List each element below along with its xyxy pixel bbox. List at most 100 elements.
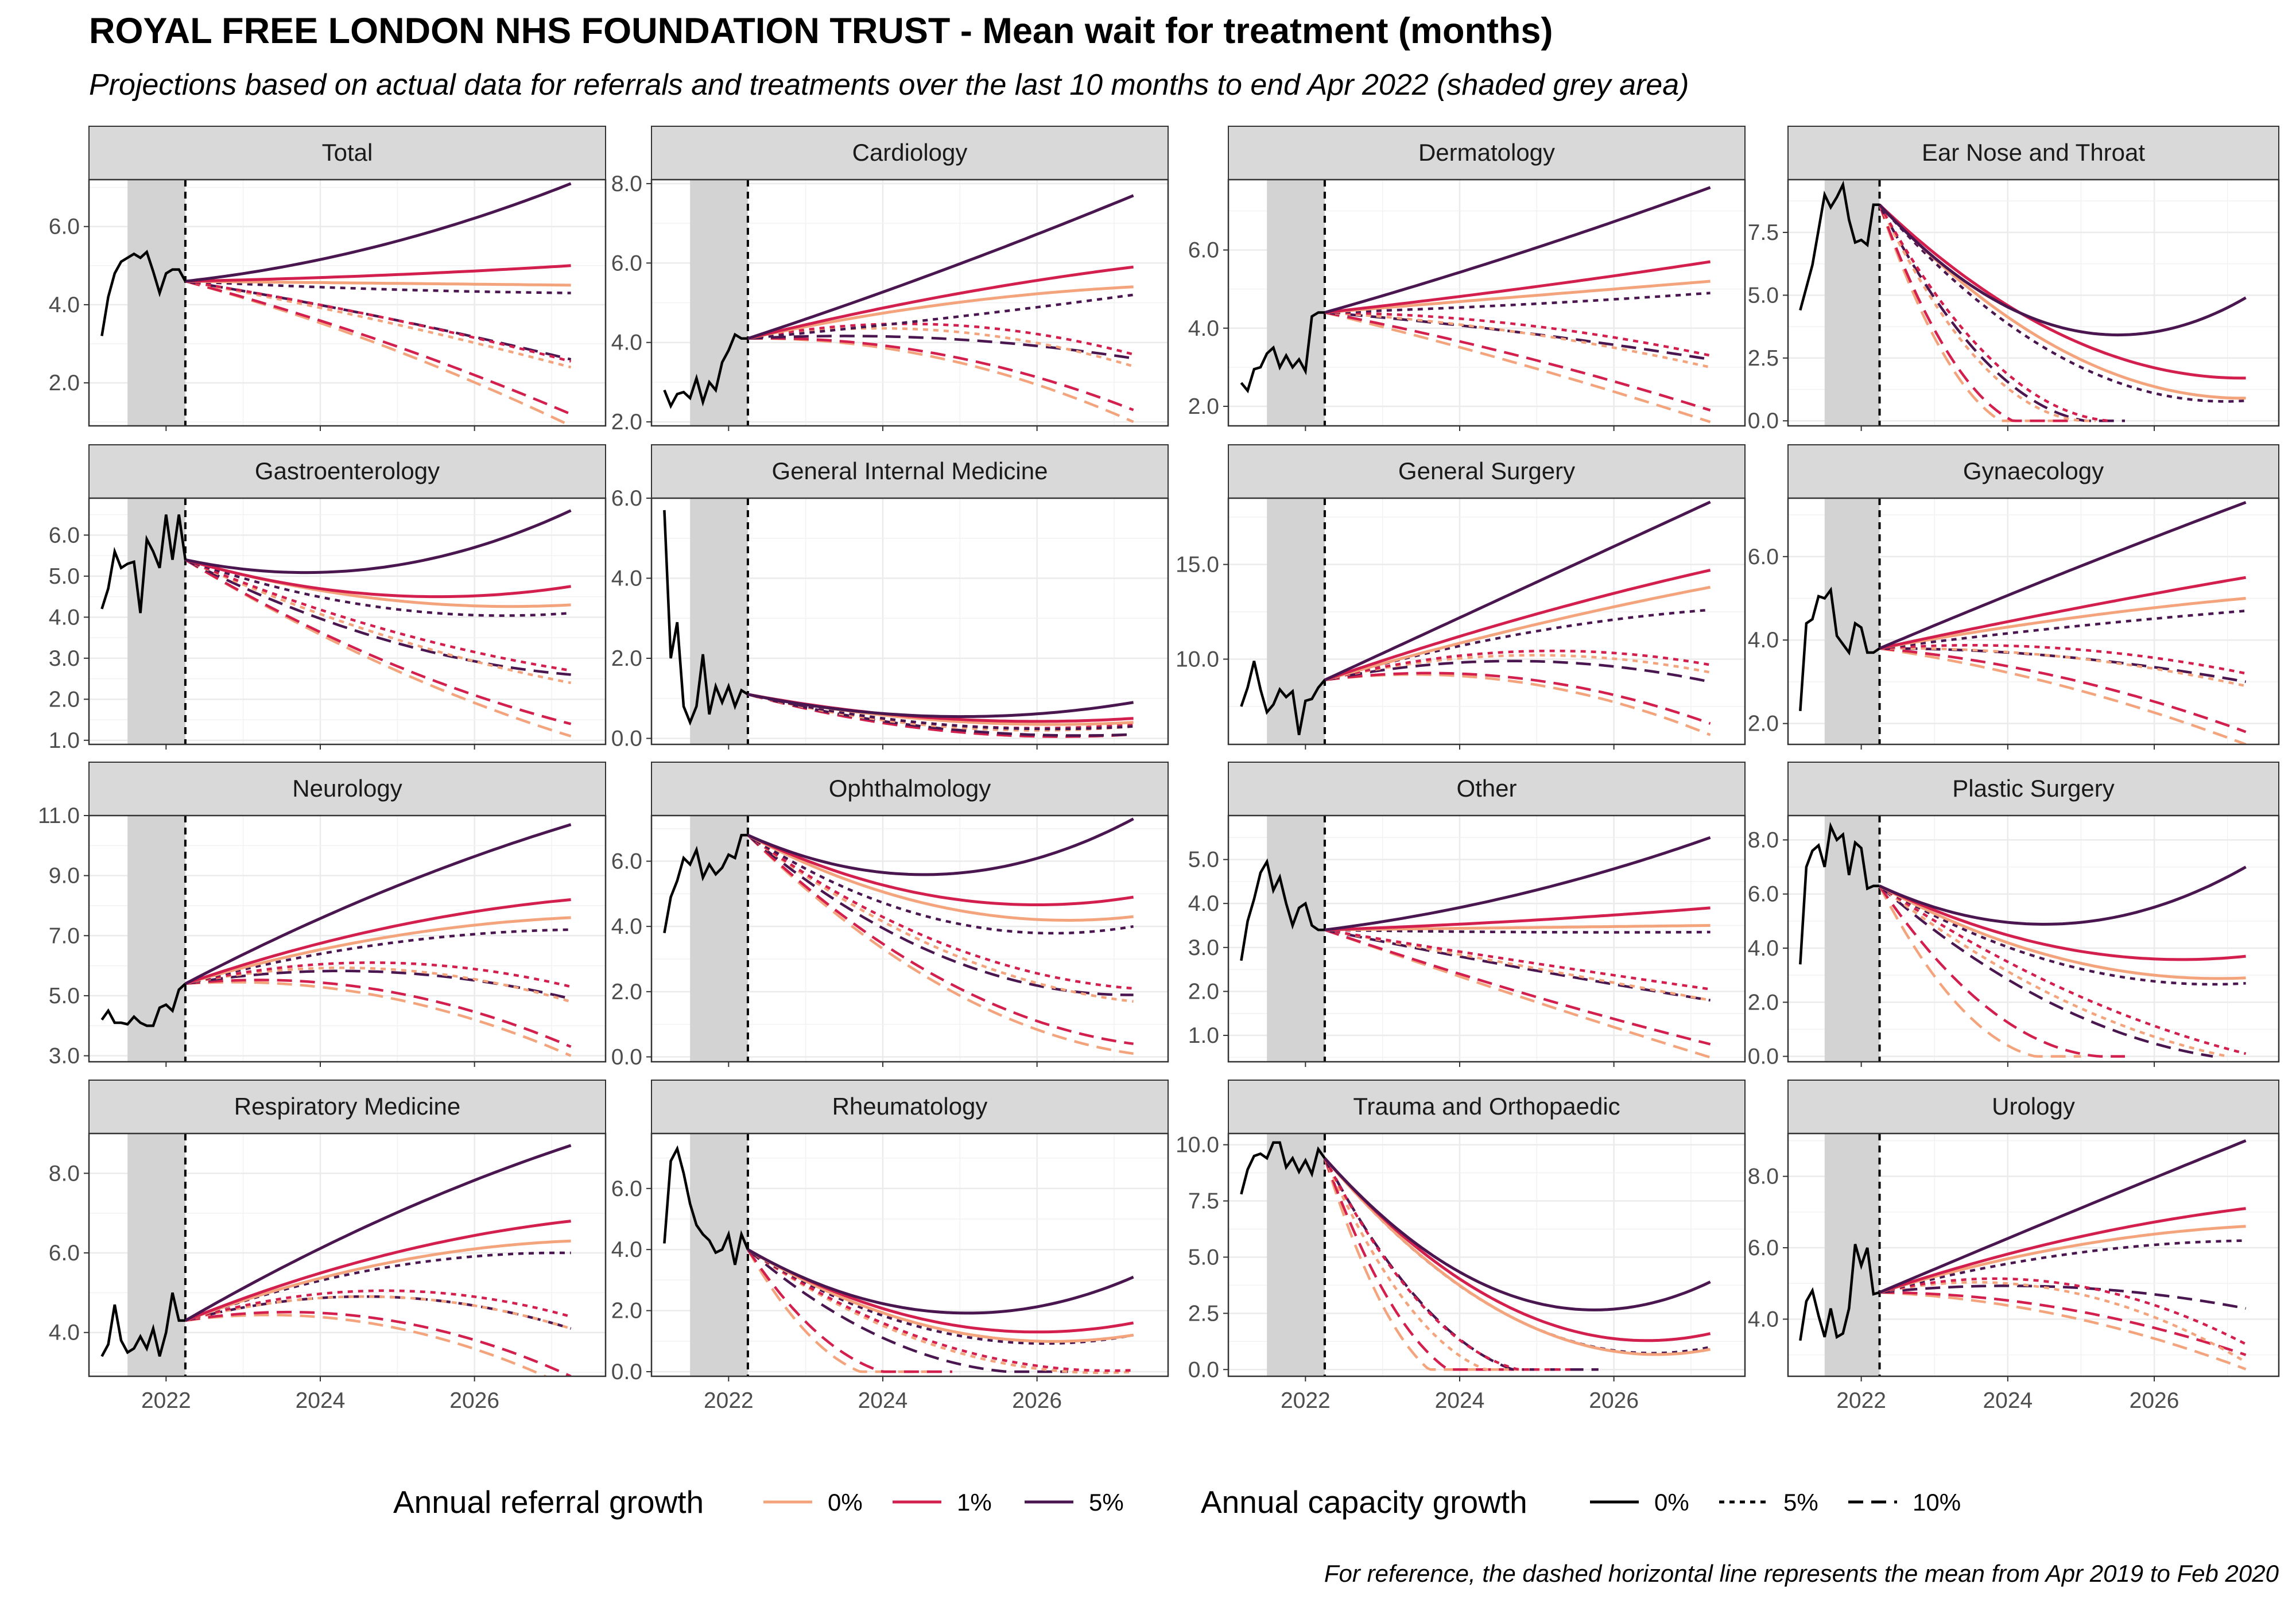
- y-tick-label: 10.0: [1176, 1133, 1219, 1158]
- facet-panel: Dermatology 2.0 4.0 6.0: [1188, 126, 1746, 431]
- projection-line-referral-0-capacity-0: [1324, 280, 1711, 314]
- projection-line-referral-0-capacity-10: [1879, 647, 2247, 744]
- facet-panel: Gastroenterology 1.0 2.0 3.0 4.0 5.0 6.0: [49, 444, 607, 753]
- facet-panel: Urology 2022 2024 2026 4.0 6.0 8.0: [1748, 1080, 2280, 1413]
- panel-border: [88, 497, 607, 746]
- panel-border: [650, 1132, 1169, 1377]
- shaded-period: [690, 816, 748, 1062]
- projection-line-referral-0-capacity-5: [1878, 204, 2096, 422]
- x-tick-label: 2026: [1012, 1388, 1062, 1413]
- facet-panel: Ear Nose and Throat 0.0 2.5 5.0 7.5: [1748, 126, 2280, 433]
- y-tick-label: 2.0: [611, 646, 642, 671]
- facet-strip: [88, 762, 606, 816]
- projection-line-referral-1-capacity-0: [1879, 576, 2247, 650]
- panel-border: [1787, 1132, 2280, 1377]
- series-group: [663, 510, 1134, 738]
- projection-line-referral-0-capacity-0: [1879, 884, 2246, 980]
- shaded-period: [1824, 1134, 1880, 1376]
- facet-panel: Total 2.0 4.0 6.0: [49, 126, 607, 431]
- chart-subtitle: Projections based on actual data for ref…: [89, 68, 1689, 102]
- projection-line-referral-1-capacity-10: [1324, 311, 1711, 412]
- projection-line-referral-0-capacity-10: [1878, 885, 2081, 1058]
- facet-panel: Plastic Surgery 0.0 2.0 4.0 6.0 8.0: [1748, 762, 2280, 1069]
- projection-line-referral-5-capacity-5: [747, 293, 1134, 340]
- shaded-period: [1267, 180, 1325, 426]
- y-tick-label: 4.0: [1748, 1307, 1779, 1332]
- projection-line-referral-0-capacity-5: [747, 1248, 1134, 1375]
- facet-strip: [651, 1080, 1169, 1134]
- projection-line-referral-5-capacity-0: [747, 1248, 1134, 1315]
- y-tick-label: 5.0: [49, 984, 80, 1008]
- projection-line-referral-5-capacity-10: [1324, 311, 1711, 361]
- shaded-period: [127, 816, 185, 1062]
- y-tick-label: 5.0: [1188, 1245, 1219, 1270]
- projection-line-referral-1-capacity-10: [1879, 647, 2247, 733]
- actual-data-line: [1240, 1141, 1326, 1195]
- projection-line-referral-1-capacity-5: [185, 961, 572, 988]
- y-tick-label: 4.0: [49, 605, 80, 630]
- y-tick-label: 11.0: [38, 804, 80, 828]
- projection-line-referral-5-capacity-5: [185, 280, 571, 294]
- y-tick-label: 6.0: [1188, 238, 1219, 263]
- series-group: [1799, 180, 2247, 422]
- y-tick-label: 0.0: [1748, 1045, 1779, 1069]
- x-tick-label: 2026: [1589, 1388, 1639, 1413]
- facet-title: Other: [1456, 775, 1517, 802]
- legend-label-capacity: 5%: [1783, 1489, 1818, 1516]
- y-tick-label: 3.0: [1188, 936, 1219, 960]
- y-tick-label: 2.0: [1188, 979, 1219, 1004]
- y-tick-label: 6.0: [611, 1177, 642, 1201]
- actual-data-line: [100, 1292, 185, 1357]
- projection-line-referral-5-capacity-5: [1879, 884, 2246, 986]
- projection-line-referral-1-capacity-5: [185, 1289, 572, 1322]
- shaded-period: [1267, 1134, 1325, 1376]
- y-tick-label: 6.0: [1748, 545, 1779, 569]
- actual-data-line: [663, 833, 748, 933]
- projection-line-referral-1-capacity-10: [1324, 929, 1711, 1046]
- y-tick-label: 5.0: [1188, 848, 1219, 872]
- y-tick-label: 4.0: [611, 331, 642, 355]
- projection-line-referral-1-capacity-5: [1324, 649, 1711, 681]
- legend-title-capacity: Annual capacity growth: [1201, 1484, 1527, 1520]
- y-tick-label: 15.0: [1176, 553, 1219, 577]
- x-tick-label: 2024: [858, 1388, 908, 1413]
- projection-line-referral-5-capacity-0: [1324, 500, 1711, 682]
- y-tick-label: 10.0: [1176, 647, 1219, 672]
- projection-line-referral-5-capacity-5: [185, 928, 571, 985]
- projection-line-referral-0-capacity-0: [1879, 1225, 2246, 1294]
- x-tick-label: 2022: [1836, 1388, 1886, 1413]
- series-group: [1799, 822, 2247, 1058]
- chart-title: ROYAL FREE LONDON NHS FOUNDATION TRUST -…: [89, 11, 1553, 51]
- facet-title: General Surgery: [1398, 457, 1575, 484]
- y-tick-label: 2.0: [1748, 712, 1779, 736]
- facet-panel: Ophthalmology 0.0 2.0 4.0 6.0: [611, 762, 1169, 1069]
- projection-line-referral-1-capacity-5: [185, 280, 572, 363]
- actual-data-line: [1240, 858, 1325, 961]
- shaded-period: [127, 180, 185, 426]
- y-tick-label: 4.0: [49, 293, 80, 317]
- y-tick-label: 4.0: [49, 1321, 80, 1345]
- projection-line-referral-1-capacity-5: [747, 323, 1134, 356]
- projection-line-referral-1-capacity-10: [1323, 1158, 1529, 1371]
- legend: Annual referral growth 0% 1% 5% Annual capac…: [393, 1484, 1961, 1520]
- y-tick-label: 4.0: [1188, 891, 1219, 916]
- shaded-period: [690, 498, 748, 744]
- y-tick-label: 8.0: [611, 172, 642, 196]
- projection-line-referral-1-capacity-10: [1878, 204, 2074, 422]
- projection-line-referral-0-capacity-5: [1879, 884, 2228, 1058]
- projection-line-referral-0-capacity-5: [185, 1295, 572, 1330]
- panel-border: [1227, 814, 1746, 1063]
- y-tick-label: 2.0: [1188, 394, 1219, 419]
- series-group: [663, 194, 1134, 424]
- facet-strip: [1228, 126, 1746, 180]
- panel-border: [1227, 178, 1746, 427]
- x-tick-label: 2024: [1983, 1388, 2033, 1413]
- actual-data-line: [100, 514, 187, 614]
- projection-line-referral-1-capacity-10: [1324, 671, 1711, 725]
- projection-line-referral-5-capacity-10: [185, 280, 572, 361]
- projection-line-referral-5-capacity-5: [1324, 928, 1711, 934]
- projection-line-referral-5-capacity-5: [1878, 204, 2246, 403]
- legend-label-referral: 5%: [1089, 1489, 1124, 1516]
- facet-strip: [1228, 444, 1746, 499]
- facet-title: Total: [322, 139, 373, 166]
